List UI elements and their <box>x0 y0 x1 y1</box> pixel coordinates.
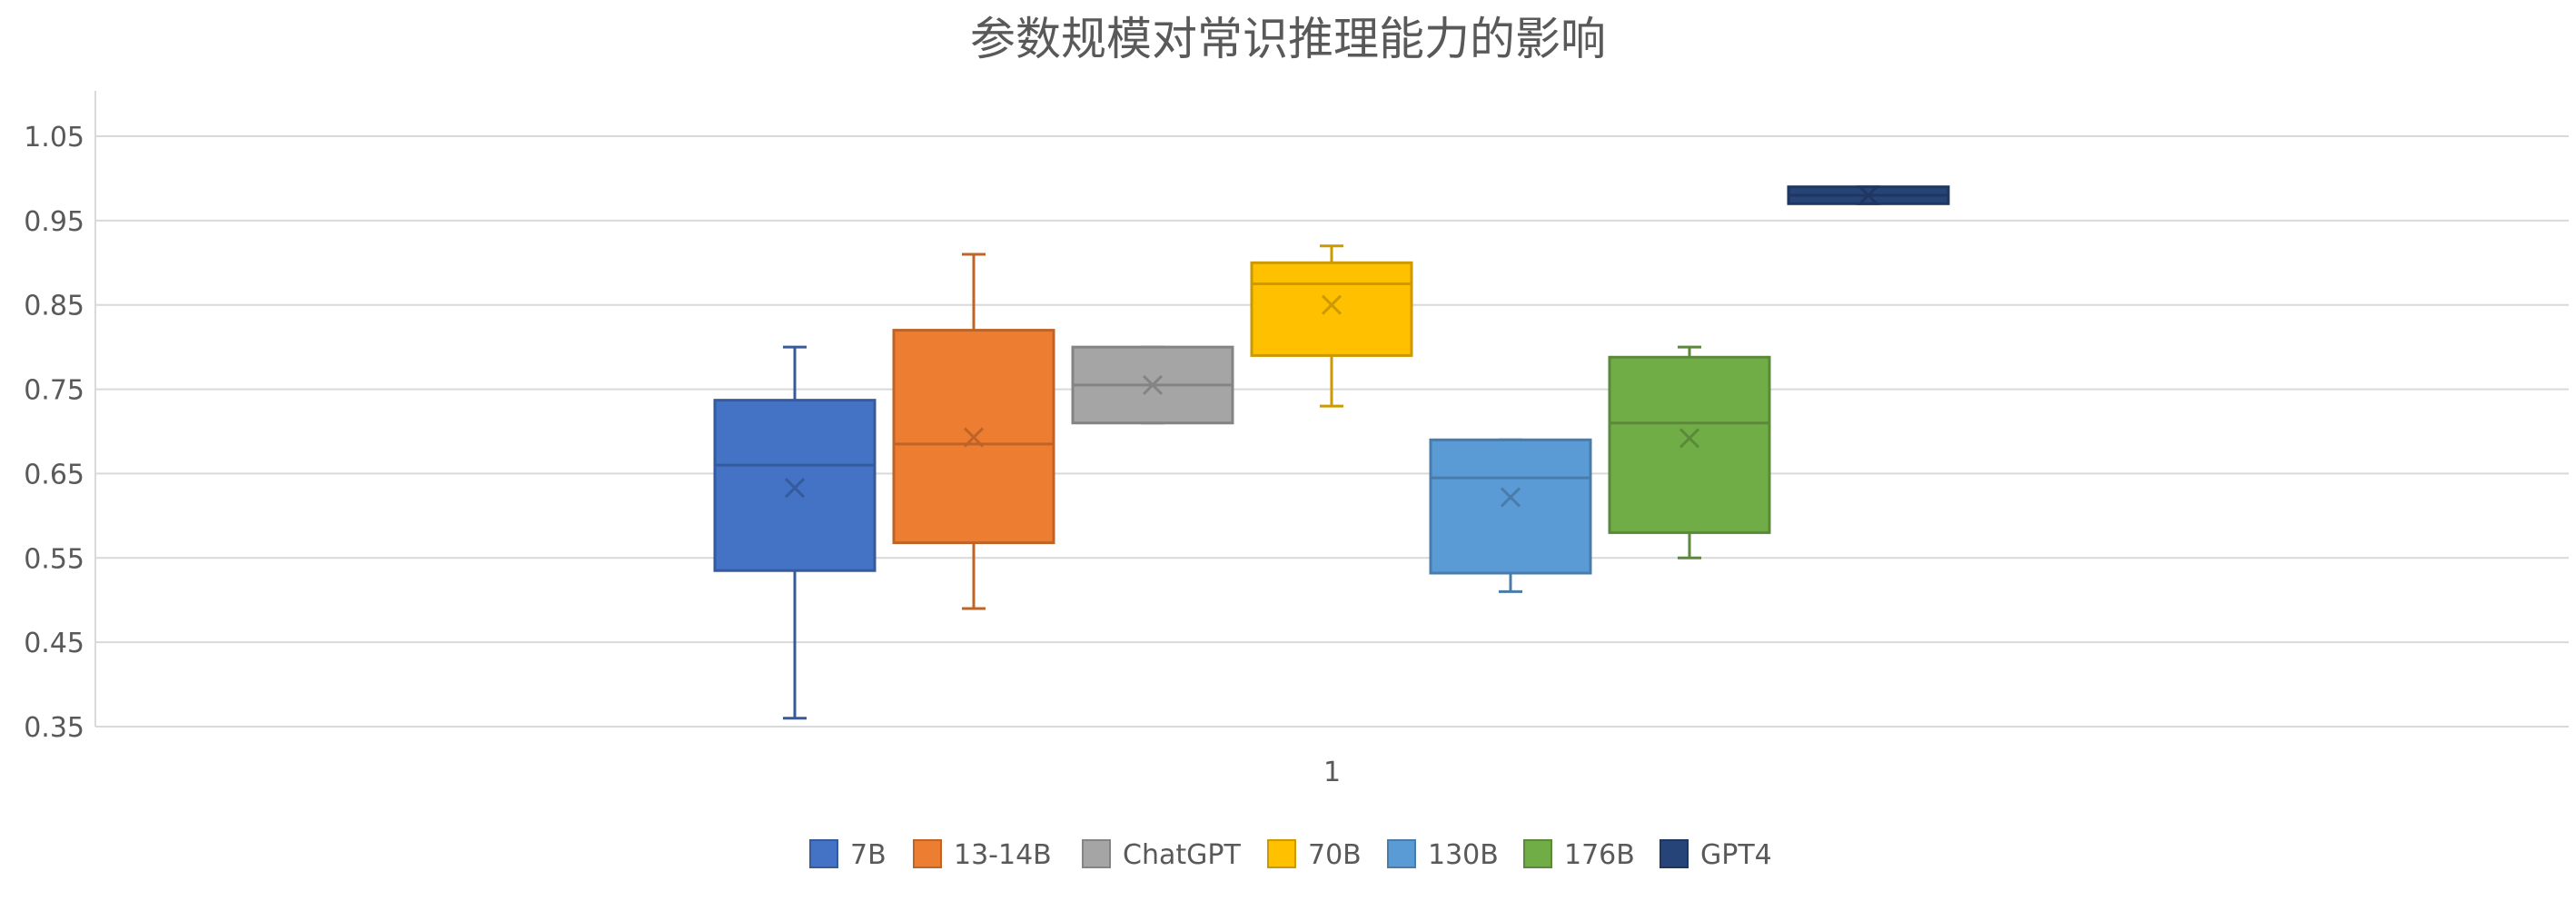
legend-item: 7B <box>809 839 887 871</box>
mean-marker <box>784 478 806 499</box>
y-tick-label: 1.05 <box>24 122 84 153</box>
box-iqr <box>1250 261 1413 357</box>
legend-swatch <box>1267 839 1296 868</box>
legend-swatch <box>809 839 838 868</box>
legend-label: 13-14B <box>954 839 1052 871</box>
legend-item: GPT4 <box>1660 839 1772 871</box>
mean-marker-stroke <box>963 427 985 448</box>
legend-swatch <box>1387 839 1416 868</box>
legend-label: GPT4 <box>1700 839 1772 871</box>
box-13-14b <box>892 252 1055 610</box>
legend-label: 7B <box>850 839 887 871</box>
y-tick-label: 0.95 <box>24 206 84 238</box>
box-chatgpt <box>1071 345 1234 425</box>
mean-marker <box>1858 184 1879 206</box>
legend-label: 70B <box>1308 839 1362 871</box>
legend-swatch <box>913 839 942 868</box>
box-176b <box>1608 345 1771 559</box>
legend-label: 176B <box>1564 839 1635 871</box>
box-70b <box>1250 244 1413 408</box>
legend-swatch <box>1660 839 1689 868</box>
mean-marker <box>963 427 985 448</box>
mean-marker <box>1321 294 1342 315</box>
y-tick-label: 0.55 <box>24 543 84 575</box>
axes: 0.35 0.45 0.55 0.65 0.75 0.85 0.95 1.05 1 <box>24 91 1341 788</box>
mean-marker-stroke <box>784 478 806 499</box>
legend: 7B 13-14B ChatGPT 70B 130B 176B GPT4 <box>809 839 1772 871</box>
mean-marker-stroke <box>1321 294 1342 315</box>
legend-item: 176B <box>1523 839 1635 871</box>
box-iqr <box>1608 355 1771 534</box>
legend-item: 130B <box>1387 839 1499 871</box>
y-tick-label: 0.35 <box>24 712 84 744</box>
y-tick-label: 0.85 <box>24 291 84 322</box>
box-iqr <box>713 399 877 572</box>
mean-marker-stroke <box>1679 428 1700 449</box>
mean-marker <box>1679 428 1700 449</box>
x-tick-label: 1 <box>1323 757 1341 788</box>
legend-item: 13-14B <box>913 839 1052 871</box>
y-tick-label: 0.75 <box>24 375 84 407</box>
box-iqr <box>1429 438 1592 575</box>
box-130b <box>1429 438 1592 593</box>
legend-item: 70B <box>1267 839 1362 871</box>
mean-marker <box>1500 487 1521 508</box>
legend-label: ChatGPT <box>1123 839 1241 871</box>
chart-title: 参数规模对常识推理能力的影响 <box>970 13 1606 65</box>
mean-marker-stroke <box>1858 184 1879 206</box>
y-tick-label: 0.65 <box>24 459 84 490</box>
mean-marker-stroke <box>1142 374 1164 395</box>
legend-item: ChatGPT <box>1082 839 1241 871</box>
mean-marker <box>1142 374 1164 395</box>
legend-swatch <box>1523 839 1552 868</box>
box-gpt4 <box>1787 184 1950 206</box>
y-tick-label: 0.45 <box>24 628 84 659</box>
box-7b <box>713 345 877 720</box>
box-series <box>713 184 1950 720</box>
legend-swatch <box>1082 839 1111 868</box>
mean-marker-stroke <box>1500 487 1521 508</box>
legend-label: 130B <box>1428 839 1499 871</box>
